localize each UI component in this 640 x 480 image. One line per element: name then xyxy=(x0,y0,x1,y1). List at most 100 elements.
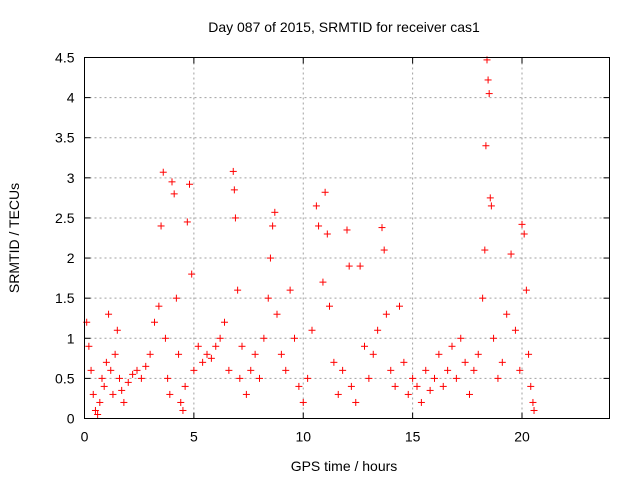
data-point xyxy=(157,222,165,230)
data-point xyxy=(116,374,123,382)
data-point xyxy=(155,302,163,310)
data-point xyxy=(417,398,425,406)
data-point xyxy=(518,220,526,228)
data-point xyxy=(343,226,351,234)
data-point xyxy=(431,374,438,382)
data-point xyxy=(479,294,487,302)
data-point xyxy=(186,180,193,188)
data-point xyxy=(100,382,108,390)
data-point xyxy=(124,378,132,386)
data-point xyxy=(247,366,255,374)
data-point xyxy=(511,326,519,334)
data-point xyxy=(486,194,494,202)
y-tick-label: 0.5 xyxy=(55,370,75,386)
data-point xyxy=(129,370,137,378)
data-point xyxy=(151,318,158,326)
data-point xyxy=(113,326,121,334)
data-point xyxy=(503,310,511,318)
data-point xyxy=(89,390,97,398)
data-point xyxy=(264,294,272,302)
data-point xyxy=(365,374,373,382)
y-tick-label: 2.5 xyxy=(55,210,75,226)
data-point xyxy=(85,342,93,350)
data-point xyxy=(321,188,329,196)
data-point xyxy=(230,186,238,194)
data-point xyxy=(194,342,202,350)
data-point xyxy=(286,286,294,294)
data-point xyxy=(530,406,538,414)
data-point xyxy=(369,350,377,358)
data-point xyxy=(466,390,473,398)
data-point xyxy=(347,382,355,390)
data-point xyxy=(133,366,141,374)
data-point xyxy=(339,366,347,374)
data-point xyxy=(374,326,382,334)
data-point xyxy=(269,222,277,230)
data-point xyxy=(225,366,233,374)
data-point xyxy=(96,398,104,406)
y-tick-label: 1 xyxy=(67,330,75,346)
data-point xyxy=(120,398,128,406)
data-point xyxy=(334,390,342,398)
data-point xyxy=(380,246,388,254)
data-point xyxy=(356,262,364,270)
data-point xyxy=(216,334,224,342)
x-tick-label: 10 xyxy=(295,429,311,445)
data-point xyxy=(490,334,498,342)
grid xyxy=(84,57,610,419)
data-point xyxy=(295,382,303,390)
data-point xyxy=(522,286,530,294)
data-point xyxy=(168,178,176,186)
data-point xyxy=(361,342,368,350)
data-point xyxy=(482,142,490,150)
data-point xyxy=(94,410,102,418)
data-point xyxy=(481,246,489,254)
data-point xyxy=(282,366,290,374)
data-point xyxy=(457,334,465,342)
data-point xyxy=(207,354,215,362)
data-point xyxy=(498,358,506,366)
x-tick-label: 15 xyxy=(405,429,421,445)
data-point xyxy=(137,374,145,382)
data-point xyxy=(260,334,268,342)
data-point xyxy=(312,202,320,210)
data-point xyxy=(387,366,395,374)
data-point xyxy=(161,334,169,342)
data-point xyxy=(231,214,239,222)
y-tick-label: 3 xyxy=(67,170,75,186)
data-point xyxy=(98,374,106,382)
chart-title: Day 087 of 2015, SRMTID for receiver cas… xyxy=(208,19,480,35)
data-point xyxy=(474,350,482,358)
data-point xyxy=(426,386,434,394)
data-point xyxy=(413,382,421,390)
data-point xyxy=(277,350,285,358)
y-axis-label: SRMTID / TECUs xyxy=(6,183,22,293)
data-point xyxy=(409,374,417,382)
data-point xyxy=(179,406,187,414)
data-point xyxy=(484,76,492,84)
x-axis-label: GPS time / hours xyxy=(291,458,398,474)
data-point xyxy=(319,278,327,286)
data-point xyxy=(234,286,242,294)
data-point xyxy=(229,167,237,175)
data-point xyxy=(190,366,198,374)
data-point xyxy=(444,366,452,374)
data-point xyxy=(330,358,338,366)
data-point xyxy=(236,374,244,382)
data-point xyxy=(378,224,386,232)
data-point xyxy=(166,390,174,398)
data-point xyxy=(470,366,478,374)
data-point xyxy=(164,374,172,382)
x-tick-label: 5 xyxy=(190,429,198,445)
data-point xyxy=(345,262,353,270)
data-point xyxy=(396,302,403,310)
data-point xyxy=(170,190,178,198)
data-point xyxy=(323,230,331,238)
data-point xyxy=(188,270,196,278)
data-point xyxy=(487,202,495,210)
data-point xyxy=(251,350,259,358)
y-tick-label: 2 xyxy=(67,250,75,266)
data-point xyxy=(266,254,274,262)
data-point xyxy=(242,390,250,398)
data-point xyxy=(494,374,502,382)
